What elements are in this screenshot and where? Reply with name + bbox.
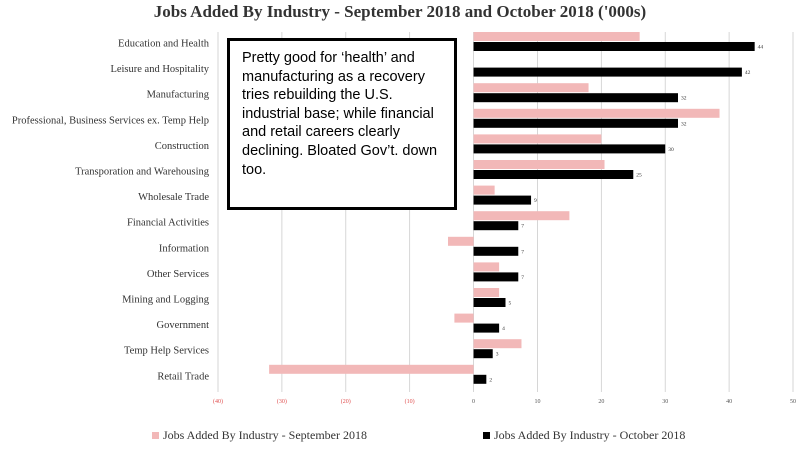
category-label: Retail Trade (157, 371, 209, 382)
bar-october (473, 118, 678, 128)
legend-swatch-october (483, 432, 490, 439)
category-label: Manufacturing (147, 90, 210, 101)
x-tick-label: (30) (277, 398, 287, 405)
category-label: Government (157, 320, 210, 331)
legend-item-october: Jobs Added By Industry - October 2018 (483, 428, 685, 443)
x-tick-label: (20) (341, 398, 351, 405)
data-label-october: 9 (534, 198, 537, 204)
data-label-october: 4 (502, 326, 505, 332)
bar-september (473, 262, 500, 272)
bar-september (473, 185, 495, 195)
x-tick-label: 10 (534, 399, 540, 405)
category-label: Education and Health (118, 39, 210, 50)
data-label-october: 32 (681, 96, 687, 102)
data-label-october: 30 (668, 147, 674, 153)
bar-september (454, 313, 474, 323)
bar-september (269, 364, 474, 374)
category-label: Temp Help Services (124, 346, 209, 357)
bar-september (473, 160, 605, 169)
data-label-october: 7 (521, 224, 524, 230)
bar-october (473, 323, 500, 333)
bar-september (473, 211, 570, 221)
x-tick-label: 0 (472, 399, 475, 405)
data-label-october: 2 (489, 377, 492, 383)
bar-october (473, 93, 678, 103)
bar-october (473, 272, 519, 282)
x-tick-label: (10) (405, 398, 415, 405)
bar-october (473, 374, 487, 384)
bar-october (473, 298, 506, 307)
legend-label-september: Jobs Added By Industry - September 2018 (163, 428, 367, 442)
category-label: Professional, Business Services ex. Temp… (12, 115, 209, 126)
category-label: Construction (155, 141, 210, 152)
category-label: Financial Activities (127, 218, 209, 229)
data-label-october: 3 (496, 352, 499, 358)
bar-september (473, 108, 720, 118)
x-tick-label: 50 (790, 399, 796, 405)
chart-title: Jobs Added By Industry - September 2018 … (153, 2, 647, 21)
data-label-october: 44 (758, 45, 764, 51)
annotation-text: Pretty good for ‘health’ and manufacturi… (242, 50, 438, 178)
x-tick-label: 40 (726, 399, 732, 405)
bar-september (473, 339, 522, 349)
data-label-october: 42 (745, 70, 751, 76)
data-label-october: 7 (521, 249, 524, 255)
data-label-october: 7 (521, 275, 524, 281)
x-tick-label: (40) (213, 398, 223, 405)
x-axis-ticks: (40) (30) (20) (10) 0 10 20 30 40 50 (213, 398, 796, 405)
bar-september (473, 288, 500, 297)
data-label-october: 25 (636, 173, 642, 179)
category-label: Wholesale Trade (138, 192, 209, 203)
category-labels: Education and Health Leisure and Hospital… (12, 39, 210, 383)
category-label: Transporation and Warehousing (75, 167, 210, 178)
x-tick-label: 30 (662, 399, 668, 405)
bars (269, 32, 755, 384)
category-label: Other Services (147, 269, 209, 280)
bar-october (473, 67, 742, 77)
bar-october (473, 144, 666, 154)
annotation-box: Pretty good for ‘health’ and manufacturi… (227, 38, 457, 210)
data-label-october: 32 (681, 121, 687, 127)
legend-item-september: Jobs Added By Industry - September 2018 (152, 428, 367, 443)
bar-october (473, 221, 519, 231)
x-tick-label: 20 (598, 399, 604, 405)
bar-september (473, 134, 602, 144)
category-label: Information (159, 243, 210, 254)
legend: Jobs Added By Industry - September 2018 … (0, 428, 800, 446)
bar-october (473, 42, 755, 51)
data-label-october: 5 (509, 301, 512, 307)
bar-september (473, 32, 640, 41)
legend-label-october: Jobs Added By Industry - October 2018 (494, 428, 686, 442)
bar-october (473, 349, 493, 359)
bar-october (473, 170, 634, 179)
bar-september (473, 83, 589, 93)
bar-october (473, 195, 532, 205)
bar-september (448, 236, 474, 246)
legend-swatch-september (152, 432, 159, 439)
category-label: Leisure and Hospitality (110, 64, 209, 75)
category-label: Mining and Logging (122, 295, 210, 306)
bar-october (473, 246, 519, 256)
